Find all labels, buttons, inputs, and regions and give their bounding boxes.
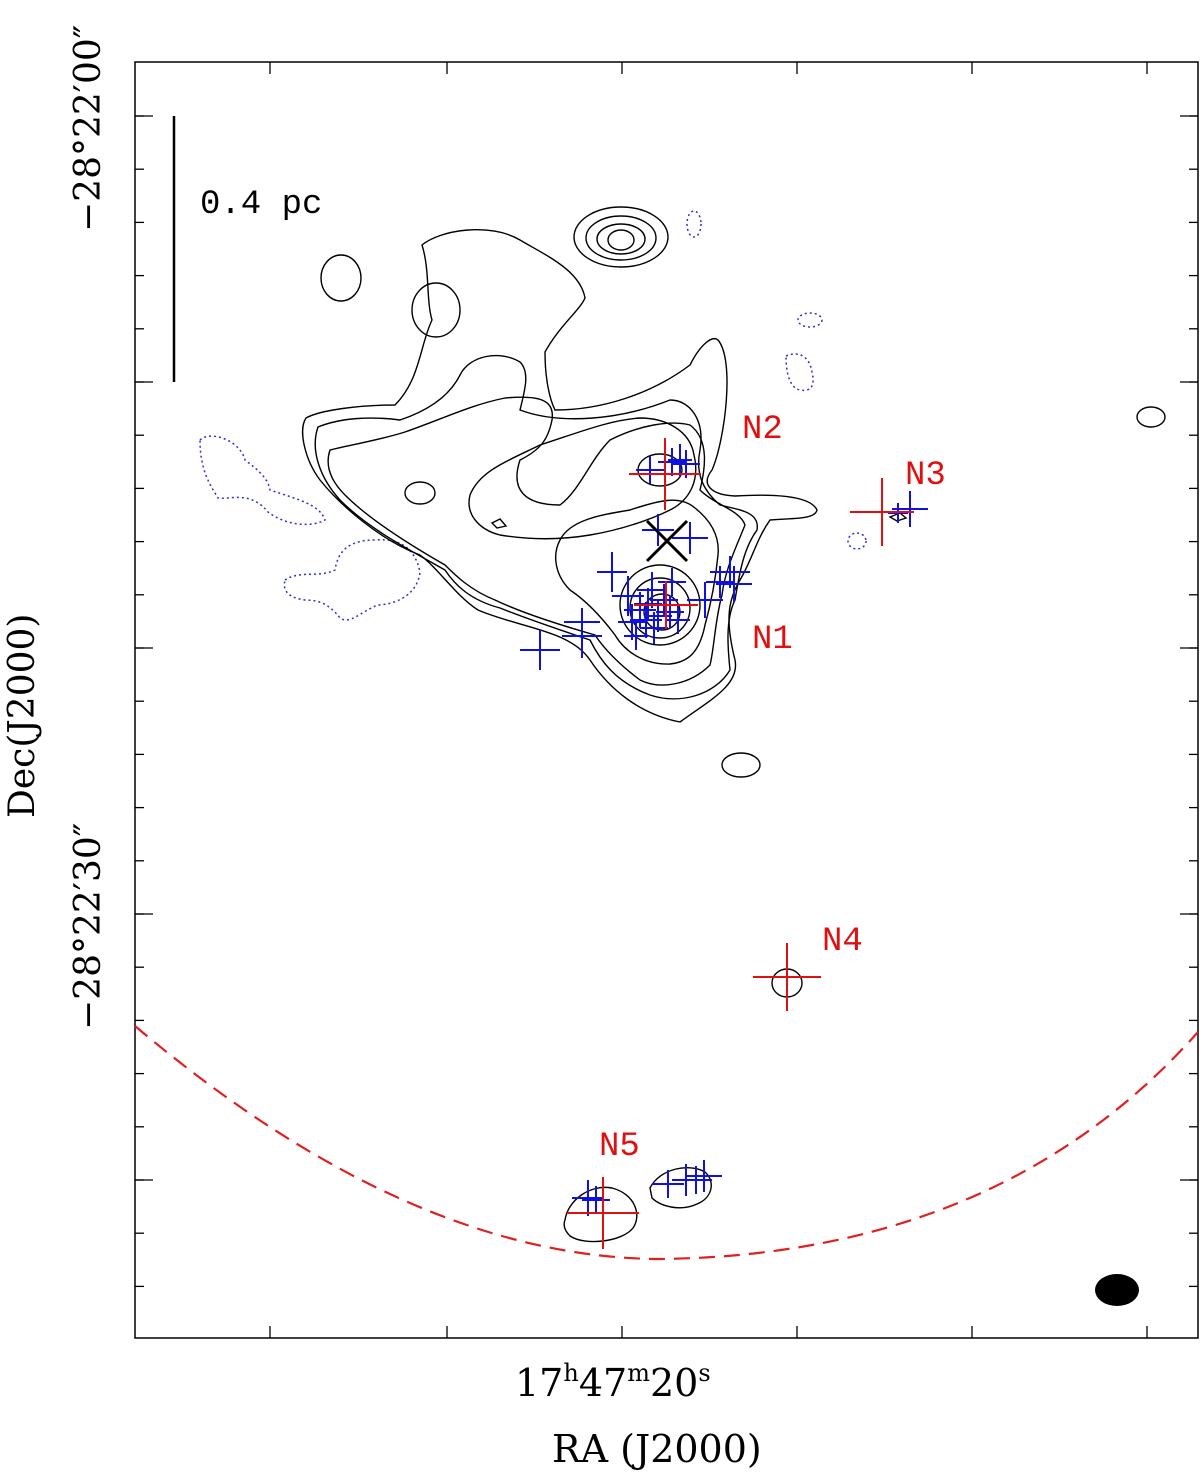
negative-contours: [199, 210, 867, 621]
contour-north-peak: [607, 229, 635, 251]
source-label-n2: N2: [742, 411, 783, 449]
contour-level-2: [314, 354, 758, 700]
axis-ticks: [135, 62, 1198, 1338]
blue-cross: [520, 630, 560, 670]
contour-north-peak: [585, 215, 657, 261]
blue-cross: [658, 568, 686, 596]
red-cross-n2: [629, 438, 701, 510]
y-tick-label-bottom: −28°22′30″: [68, 823, 109, 1030]
blue-cross: [624, 622, 648, 650]
blue-cross: [572, 1180, 604, 1216]
primary-beam-circle: [135, 1025, 1198, 1261]
contour-north-peak: [573, 206, 669, 268]
contour-level-5: [468, 417, 697, 540]
blue-cross: [666, 606, 690, 634]
contour-blob: [404, 481, 436, 505]
source-label-n1: N1: [752, 621, 793, 659]
y-axis-label: Dec(J2000): [2, 614, 43, 818]
contour-n5b: [649, 1167, 712, 1209]
blue-cross: [597, 552, 627, 592]
blue-cross: [716, 566, 752, 602]
source-label-n3: N3: [905, 457, 946, 495]
plot-frame: [134, 61, 1199, 1339]
blue-cross: [650, 584, 678, 616]
contour-peak-n1-inner: [629, 577, 691, 639]
red-cross-n1: [634, 581, 698, 629]
beam-ellipse: [1095, 1274, 1139, 1306]
negative-contour: [797, 312, 823, 328]
red-markers: [567, 438, 914, 1249]
source-label-n5: N5: [599, 1128, 640, 1166]
contour-n5: [563, 1186, 638, 1243]
blue-cross: [656, 596, 684, 628]
contour-blob: [888, 512, 908, 522]
blue-cross: [637, 572, 667, 608]
blue-cross: [624, 592, 656, 628]
contour-blob: [320, 254, 362, 302]
x-marker: [645, 519, 689, 563]
blue-cross: [668, 444, 692, 476]
blue-cross: [582, 1186, 610, 1214]
blue-cross: [686, 1160, 722, 1192]
blue-cross: [640, 612, 668, 644]
x-tick-label: 17h47m20s: [515, 1359, 711, 1405]
blue-markers: [520, 444, 928, 1216]
contour-blob: [721, 752, 761, 778]
x-axis-label: RA (J2000): [552, 1427, 762, 1471]
contour-level-1: [302, 229, 818, 723]
contour-north-peak: [596, 223, 646, 255]
negative-contour: [686, 210, 702, 238]
blue-cross: [630, 602, 662, 638]
contour-blob: [1136, 406, 1166, 428]
red-cross-n3: [850, 478, 914, 546]
scale-bar-label: 0.4 pc: [200, 186, 322, 224]
negative-contour: [199, 435, 326, 526]
blue-cross: [672, 522, 708, 554]
red-cross-n5: [567, 1177, 639, 1249]
contour-level-4: [554, 499, 719, 665]
blue-cross: [710, 556, 750, 588]
negative-contour: [283, 539, 421, 621]
contour-peak-n1: [619, 564, 701, 646]
contour-level-3: [327, 396, 746, 686]
blue-cross: [680, 1166, 712, 1194]
negative-contour: [847, 532, 867, 550]
contour-blob: [490, 518, 508, 529]
contour-blob: [411, 282, 461, 338]
blue-cross: [687, 582, 723, 618]
negative-contour: [785, 353, 814, 392]
blue-cross: [652, 1170, 684, 1198]
blue-cross: [564, 608, 600, 636]
y-tick-label-top: −28°22′00″: [68, 25, 109, 232]
positive-contours: [302, 206, 1166, 1243]
blue-cross: [636, 456, 664, 484]
red-cross-n4: [753, 943, 821, 1011]
blue-cross: [658, 448, 686, 476]
source-label-n4: N4: [822, 923, 863, 961]
